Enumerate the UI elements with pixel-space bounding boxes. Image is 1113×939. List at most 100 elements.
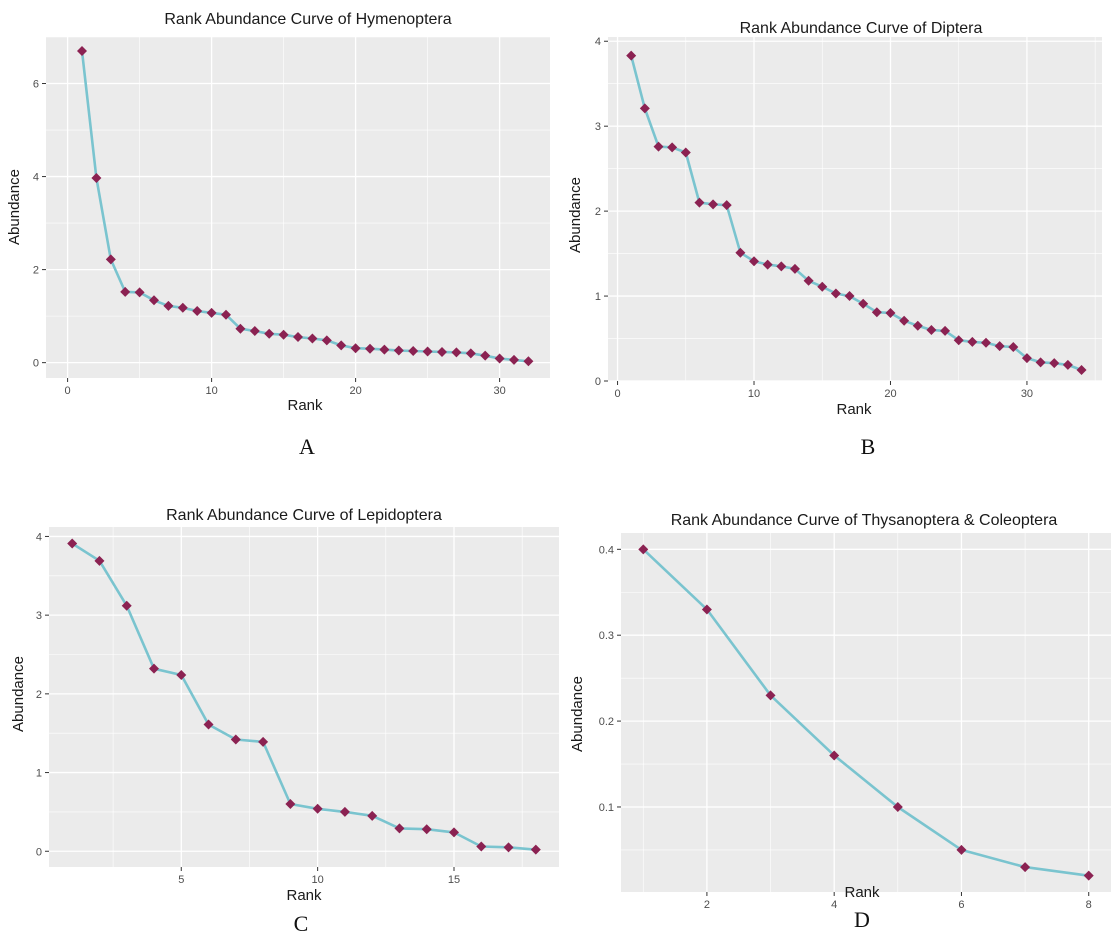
data-point xyxy=(912,320,923,331)
data-point xyxy=(680,147,691,158)
data-point xyxy=(421,824,432,835)
data-point xyxy=(422,346,433,357)
data-point xyxy=(1021,353,1032,364)
data-point xyxy=(293,332,303,343)
data-point xyxy=(667,142,678,153)
data-point xyxy=(956,844,967,855)
data-point xyxy=(379,344,390,355)
y-tick-label: 2 xyxy=(595,206,601,218)
data-point xyxy=(365,343,375,354)
chart-title: Rank Abundance Curve of Hymenoptera xyxy=(164,11,451,28)
y-tick-label: 3 xyxy=(595,121,601,133)
x-tick-label: 30 xyxy=(1021,388,1033,400)
data-point xyxy=(994,341,1005,352)
plot-background xyxy=(49,527,559,867)
x-tick-label: 0 xyxy=(614,388,620,400)
data-point xyxy=(844,291,855,302)
panel-label-d: D xyxy=(854,907,870,932)
data-point xyxy=(258,736,269,747)
y-tick-label: 2 xyxy=(33,265,39,277)
y-tick-label: 0 xyxy=(595,376,601,388)
data-point xyxy=(803,275,814,286)
y-axis-title: Abundance xyxy=(10,656,27,732)
series-line xyxy=(70,542,538,852)
data-point xyxy=(134,287,145,298)
data-point xyxy=(121,600,132,611)
data-point xyxy=(1020,862,1031,873)
series-line xyxy=(642,547,1091,878)
data-point xyxy=(94,555,105,566)
data-point xyxy=(278,329,289,340)
data-point xyxy=(494,353,505,364)
data-point xyxy=(149,295,159,306)
data-point xyxy=(858,298,869,309)
data-point xyxy=(735,247,746,258)
data-point xyxy=(336,340,347,351)
chart-panel-d: 2 4 6 8 0.1 0.2 0.3 0.4 Rank Abundance Curve of … xyxy=(560,495,1113,939)
data-point xyxy=(149,663,159,674)
data-point xyxy=(701,604,712,615)
chart-b-svg: 0 10 20 30 0 1 2 3 4 Rank Abundance Curve of Dipt… xyxy=(567,20,1102,418)
chart-a-svg: 0 10 20 30 0 2 4 6 Rank Abundance Curve of Hymen… xyxy=(6,11,550,414)
chart-panel-c: 5 10 15 0 1 2 3 4 Rank Abundance Curve of Lepido… xyxy=(0,495,560,939)
data-point xyxy=(230,734,241,745)
y-tick-label: 1 xyxy=(36,768,42,780)
data-point xyxy=(192,306,203,317)
data-point xyxy=(708,199,719,210)
data-point xyxy=(503,842,514,853)
data-point xyxy=(120,286,131,297)
chart-panel-b: 0 10 20 30 0 1 2 3 4 Rank Abundance Curve of Dipt… xyxy=(560,0,1113,470)
data-point xyxy=(967,336,978,347)
data-point xyxy=(789,263,800,274)
x-tick-label: 30 xyxy=(493,385,505,397)
data-point xyxy=(321,335,332,346)
data-point xyxy=(476,841,487,852)
data-point xyxy=(339,806,350,817)
chart-title: Rank Abundance Curve of Thysanoptera & C… xyxy=(671,512,1058,529)
data-point xyxy=(626,50,637,61)
data-point xyxy=(899,315,910,326)
y-tick-label: 0.4 xyxy=(599,544,614,556)
x-tick-label: 5 xyxy=(178,874,184,886)
chart-panel-a: 0 10 20 30 0 2 4 6 Rank Abundance Curve of Hymen… xyxy=(0,0,560,470)
y-axis-title: Abundance xyxy=(569,676,586,752)
y-tick-label: 3 xyxy=(36,610,42,622)
data-point xyxy=(1083,870,1094,881)
data-point xyxy=(285,799,296,810)
data-point xyxy=(638,544,649,555)
data-point xyxy=(264,328,275,339)
x-tick-label: 20 xyxy=(884,388,896,400)
data-point xyxy=(639,103,650,114)
data-point xyxy=(765,690,776,701)
data-point xyxy=(206,307,217,318)
x-tick-label: 10 xyxy=(312,874,324,886)
data-point xyxy=(449,827,459,838)
data-point xyxy=(312,803,323,814)
y-tick-label: 0.2 xyxy=(599,716,614,728)
data-point xyxy=(1076,364,1087,375)
x-tick-label: 0 xyxy=(65,385,71,397)
data-point xyxy=(176,669,187,680)
data-point xyxy=(67,538,78,549)
y-tick-label: 0 xyxy=(33,358,39,370)
data-point xyxy=(393,345,404,356)
y-tick-label: 6 xyxy=(33,79,39,91)
data-point xyxy=(91,172,102,183)
x-axis-title: Rank xyxy=(287,397,323,414)
plot-background xyxy=(46,37,550,378)
data-point xyxy=(465,348,476,359)
data-point xyxy=(451,347,462,358)
data-point xyxy=(203,719,214,730)
x-tick-label: 10 xyxy=(748,388,760,400)
y-tick-label: 4 xyxy=(595,36,601,48)
data-point xyxy=(249,326,260,337)
data-point xyxy=(221,309,231,320)
chart-c-svg: 5 10 15 0 1 2 3 4 Rank Abundance Curve of Lepido… xyxy=(10,507,559,904)
data-point xyxy=(523,356,534,367)
data-point xyxy=(177,302,188,313)
data-point xyxy=(480,350,491,361)
x-tick-label: 20 xyxy=(349,385,361,397)
panel-label-b: B xyxy=(860,434,876,459)
data-point xyxy=(350,343,361,354)
y-tick-label: 1 xyxy=(595,291,601,303)
